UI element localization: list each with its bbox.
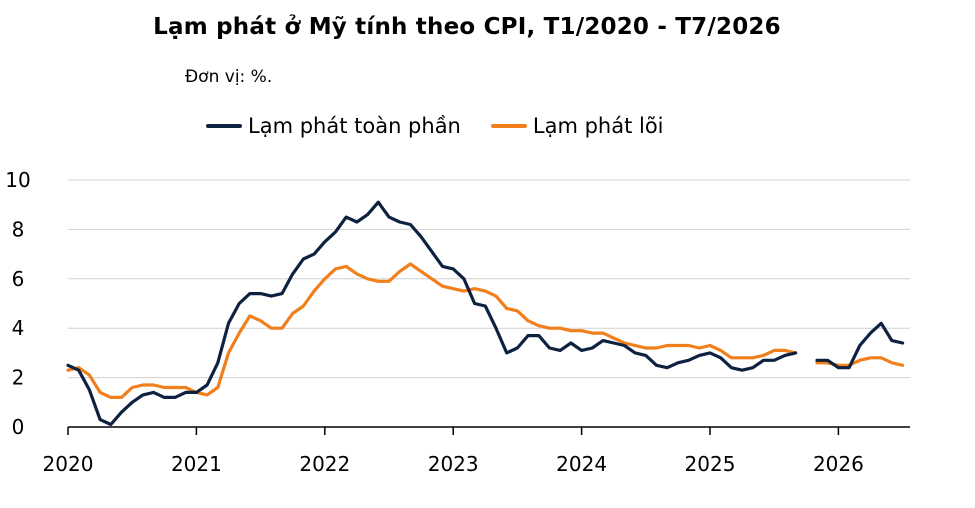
y-tick-label-2: 2 — [12, 366, 25, 390]
y-tick-label-8: 8 — [12, 217, 25, 241]
x-tick-label-2026: 2026 — [813, 452, 864, 476]
legend-label-headline: Lạm phát toàn phần — [248, 114, 461, 138]
legend-swatch-core — [490, 124, 527, 128]
x-tick-label-2023: 2023 — [428, 452, 479, 476]
series-line-headline — [66, 200, 905, 427]
unit-note: Đơn vị: %. — [185, 67, 273, 87]
chart-title: Lạm phát ở Mỹ tính theo CPI, T1/2020 - T… — [153, 14, 781, 40]
legend-item-headline: Lạm phát toàn phần — [206, 114, 461, 138]
y-tick-label-4: 4 — [12, 316, 25, 340]
x-tick-label-2020: 2020 — [43, 452, 94, 476]
y-tick-label-6: 6 — [12, 267, 25, 291]
y-tick-label-0: 0 — [12, 415, 25, 439]
legend-swatch-headline — [206, 124, 242, 128]
x-tick-label-2024: 2024 — [556, 452, 607, 476]
legend: Lạm phát toàn phần Lạm phát lõi — [206, 114, 694, 138]
x-tick-label-2021: 2021 — [171, 452, 222, 476]
x-tick-label-2022: 2022 — [299, 452, 350, 476]
legend-label-core: Lạm phát lõi — [532, 114, 664, 138]
y-tick-label-10: 10 — [5, 168, 30, 192]
x-tick-label-2025: 2025 — [685, 452, 736, 476]
legend-item-core: Lạm phát lõi — [490, 114, 664, 138]
